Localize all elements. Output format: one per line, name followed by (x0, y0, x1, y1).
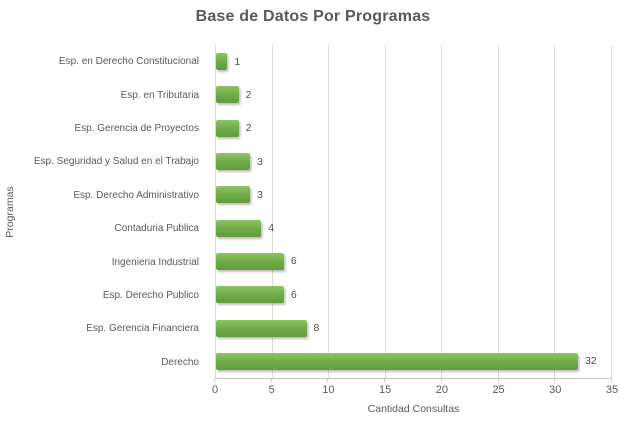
bar-row: 32 (216, 345, 612, 378)
tick-label: 15 (379, 384, 392, 396)
bar-row: 3 (216, 178, 612, 211)
bar-row: 1 (216, 45, 612, 78)
tick-label: 30 (549, 384, 562, 396)
category-label: Esp. Derecho Administrativo (73, 189, 199, 201)
bar (216, 186, 250, 204)
bar (216, 53, 228, 71)
tick-label: 5 (268, 384, 275, 396)
category-axis-labels: Esp. en Derecho Constitucional Esp. en Tr… (0, 45, 207, 379)
value-label: 1 (234, 55, 241, 68)
bar (216, 286, 284, 304)
tick-mark (611, 379, 612, 382)
bar-row: 6 (216, 245, 612, 278)
x-axis-title: Cantidad Consultas (367, 403, 460, 415)
value-label: 4 (268, 222, 275, 235)
tick-label: 20 (435, 384, 448, 396)
tick-label: 25 (492, 384, 505, 396)
value-label: 2 (245, 88, 252, 101)
category-label: Ingenieria Industrial (111, 256, 199, 268)
chart-title: Base de Datos Por Programas (195, 8, 431, 25)
value-label: 6 (290, 255, 297, 268)
tick-label: 0 (211, 384, 219, 396)
gridline (611, 45, 612, 378)
tick-mark (214, 379, 215, 382)
tick-mark (440, 379, 442, 382)
category-label: Esp. Gerencia Financiera (86, 323, 199, 335)
value-label: 6 (290, 288, 297, 301)
bar-row: 4 (216, 211, 612, 244)
value-label: 3 (256, 188, 263, 201)
category-label: Esp. en Derecho Constitucional (58, 56, 199, 68)
value-label: 32 (585, 355, 597, 368)
category-label: Esp. Gerencia de Proyectos (74, 123, 199, 135)
value-label: 8 (313, 322, 320, 335)
category-label: Esp. Seguridad y Salud en el Trabajo (33, 156, 199, 168)
tick-mark (554, 379, 556, 382)
tick-label: 35 (605, 384, 619, 396)
category-label: Esp. Derecho Publico (102, 290, 199, 302)
gridline (497, 45, 499, 378)
bar-row: 2 (216, 78, 612, 111)
x-axis-ticks: 0 5 10 15 20 25 30 35 (211, 379, 618, 399)
tick-mark (270, 379, 272, 382)
bar-row: 8 (216, 311, 612, 344)
bar-row: 6 (216, 278, 612, 311)
gridline (441, 45, 443, 378)
category-label: Derecho (161, 356, 199, 368)
gridline (384, 45, 386, 378)
bar-series: 1 2 2 3 3 4 6 6 8 32 (216, 45, 612, 378)
gridline (554, 45, 556, 378)
category-label: Esp. en Tributaria (120, 89, 199, 101)
gridline (271, 45, 273, 378)
category-label: Contaduria Publica (114, 223, 200, 235)
tick-mark (384, 379, 386, 382)
bar (216, 252, 284, 270)
bar (216, 352, 579, 370)
gridline (328, 45, 330, 378)
tick-label: 10 (322, 384, 335, 396)
bar (216, 319, 307, 337)
bar-row: 3 (216, 145, 612, 178)
bar (216, 86, 239, 104)
bar (216, 219, 262, 237)
bar-row: 2 (216, 112, 612, 145)
plot-area: 1 2 2 3 3 4 6 6 8 32 (215, 45, 612, 379)
bar (216, 153, 250, 171)
tick-mark (327, 379, 329, 382)
value-label: 2 (245, 122, 252, 135)
value-label: 3 (256, 155, 263, 168)
tick-mark (497, 379, 499, 382)
bar (216, 119, 239, 137)
